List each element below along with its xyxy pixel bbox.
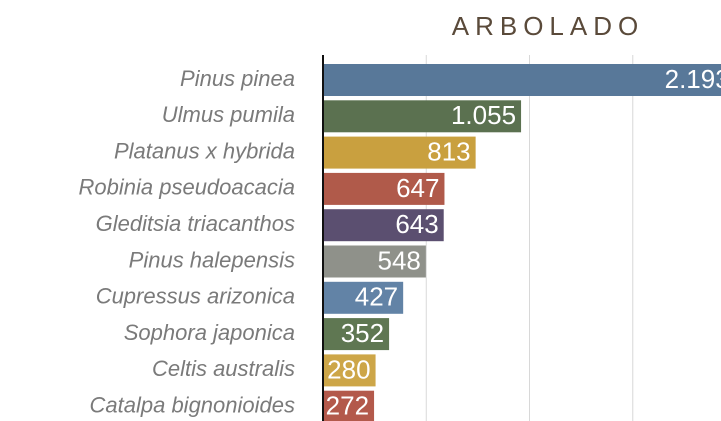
bar: [323, 136, 476, 169]
bar: [323, 209, 444, 242]
category-label: Sophora japonica: [124, 320, 295, 345]
bar: [323, 318, 390, 351]
category-label: Ulmus pumila: [162, 102, 295, 127]
category-label: Gleditsia triacanthos: [96, 211, 295, 236]
category-label: Pinus halepensis: [129, 247, 295, 272]
category-label: Robinia pseudoacacia: [79, 175, 296, 200]
value-label: 647: [396, 173, 439, 203]
value-label: 813: [427, 136, 470, 166]
bar: [323, 354, 376, 387]
bar: [323, 64, 721, 96]
category-label: Platanus x hybrida: [114, 138, 295, 163]
value-label: 1.055: [451, 100, 516, 130]
bar: [323, 100, 522, 133]
value-label: 272: [326, 391, 369, 421]
chart-title: ARBOLADO: [452, 11, 645, 41]
bar: [323, 172, 445, 205]
bar: [323, 245, 426, 278]
bar: [323, 281, 404, 314]
value-label: 643: [395, 209, 438, 239]
value-label: 2.193: [665, 64, 721, 94]
value-label: 280: [327, 354, 370, 384]
bar: [323, 390, 375, 421]
category-label: Cupressus arizonica: [96, 284, 295, 309]
category-label: Celtis australis: [152, 356, 295, 381]
plot: Pinus pinea 2.193 Ulmus pumila 1.055 Platanu…: [79, 55, 721, 421]
category-label: Pinus pinea: [180, 66, 295, 91]
value-label: 548: [377, 245, 420, 275]
category-label: Catalpa bignonioides: [90, 393, 296, 418]
value-label: 352: [341, 318, 384, 348]
value-label: 427: [355, 282, 398, 312]
